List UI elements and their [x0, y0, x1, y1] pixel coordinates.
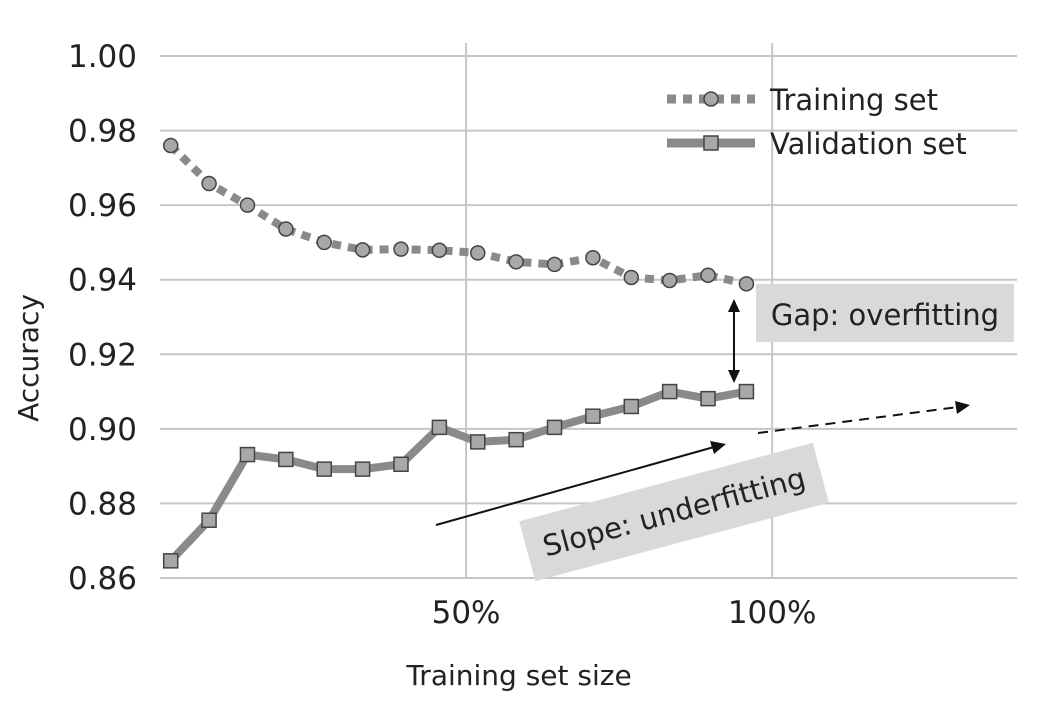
- validation-point: [661, 383, 678, 400]
- x-tick-label: 100%: [728, 595, 817, 631]
- training-line: [167, 142, 748, 288]
- training-point: [738, 276, 755, 292]
- validation-point: [585, 408, 601, 424]
- training-point: [661, 272, 678, 289]
- series-training: [162, 137, 755, 292]
- legend-item-training: Training set: [667, 83, 938, 117]
- validation-point: [162, 553, 179, 569]
- y-tick-label: 0.88: [68, 486, 137, 522]
- validation-point: [239, 446, 256, 463]
- validation-point: [201, 512, 217, 528]
- training-point: [354, 242, 371, 258]
- y-tick-label: 0.86: [68, 561, 137, 597]
- gap-arrowhead-top: [728, 299, 740, 312]
- training-point: [431, 242, 448, 259]
- validation-point: [508, 431, 524, 448]
- y-tick-label: 0.96: [68, 188, 137, 224]
- legend-item-validation: Validation set: [667, 127, 967, 161]
- validation-point: [278, 451, 294, 468]
- training-point: [700, 267, 716, 283]
- x-axis-title: Training set size: [405, 659, 631, 692]
- validation-point: [700, 390, 716, 407]
- series-layer: [162, 137, 755, 569]
- training-point: [239, 197, 256, 213]
- validation-point: [393, 456, 409, 473]
- training-point: [393, 241, 409, 257]
- validation-point: [546, 419, 563, 436]
- gap-annotation: Gap: overfitting: [728, 284, 1014, 383]
- x-tick-label: 50%: [432, 595, 501, 631]
- legend: Training set Validation set: [667, 83, 967, 161]
- legend-training-marker-icon: [703, 91, 719, 107]
- training-point: [546, 256, 563, 273]
- training-point: [508, 254, 524, 270]
- y-tick-label: 1.00: [68, 39, 137, 75]
- validation-point: [623, 398, 640, 415]
- training-point: [623, 269, 640, 286]
- validation-point: [470, 434, 486, 450]
- training-point: [278, 221, 294, 237]
- validation-point: [431, 419, 448, 436]
- legend-validation-marker-icon: [703, 135, 719, 151]
- training-point: [201, 175, 217, 192]
- validation-point: [738, 383, 755, 400]
- slope-extrapolation-arrowhead: [955, 401, 970, 414]
- gap-label: Gap: overfitting: [771, 298, 999, 332]
- validation-point: [316, 461, 332, 477]
- x-axis-ticks: 50% 100%: [432, 595, 817, 631]
- training-point: [162, 137, 179, 154]
- y-tick-label: 0.92: [68, 337, 137, 373]
- slope-label-box: [519, 442, 829, 582]
- y-axis-ticks: 0.86 0.88 0.90 0.92 0.94 0.96 0.98 1.00: [68, 39, 137, 597]
- y-tick-label: 0.90: [68, 412, 137, 448]
- slope-arrow: [435, 446, 715, 526]
- training-point: [316, 234, 332, 251]
- legend-validation-label: Validation set: [770, 127, 967, 161]
- gap-label-box: [756, 284, 1014, 342]
- y-axis-title: Accuracy: [12, 294, 45, 422]
- training-point: [585, 249, 601, 266]
- slope-arrowhead: [710, 441, 726, 454]
- y-tick-label: 0.98: [68, 114, 137, 150]
- validation-line: [167, 387, 748, 564]
- validation-point: [354, 461, 371, 477]
- y-tick-label: 0.94: [68, 263, 137, 299]
- gap-arrowhead-bottom: [728, 370, 740, 383]
- training-point: [470, 245, 486, 261]
- legend-training-label: Training set: [769, 83, 938, 117]
- series-validation: [162, 383, 755, 569]
